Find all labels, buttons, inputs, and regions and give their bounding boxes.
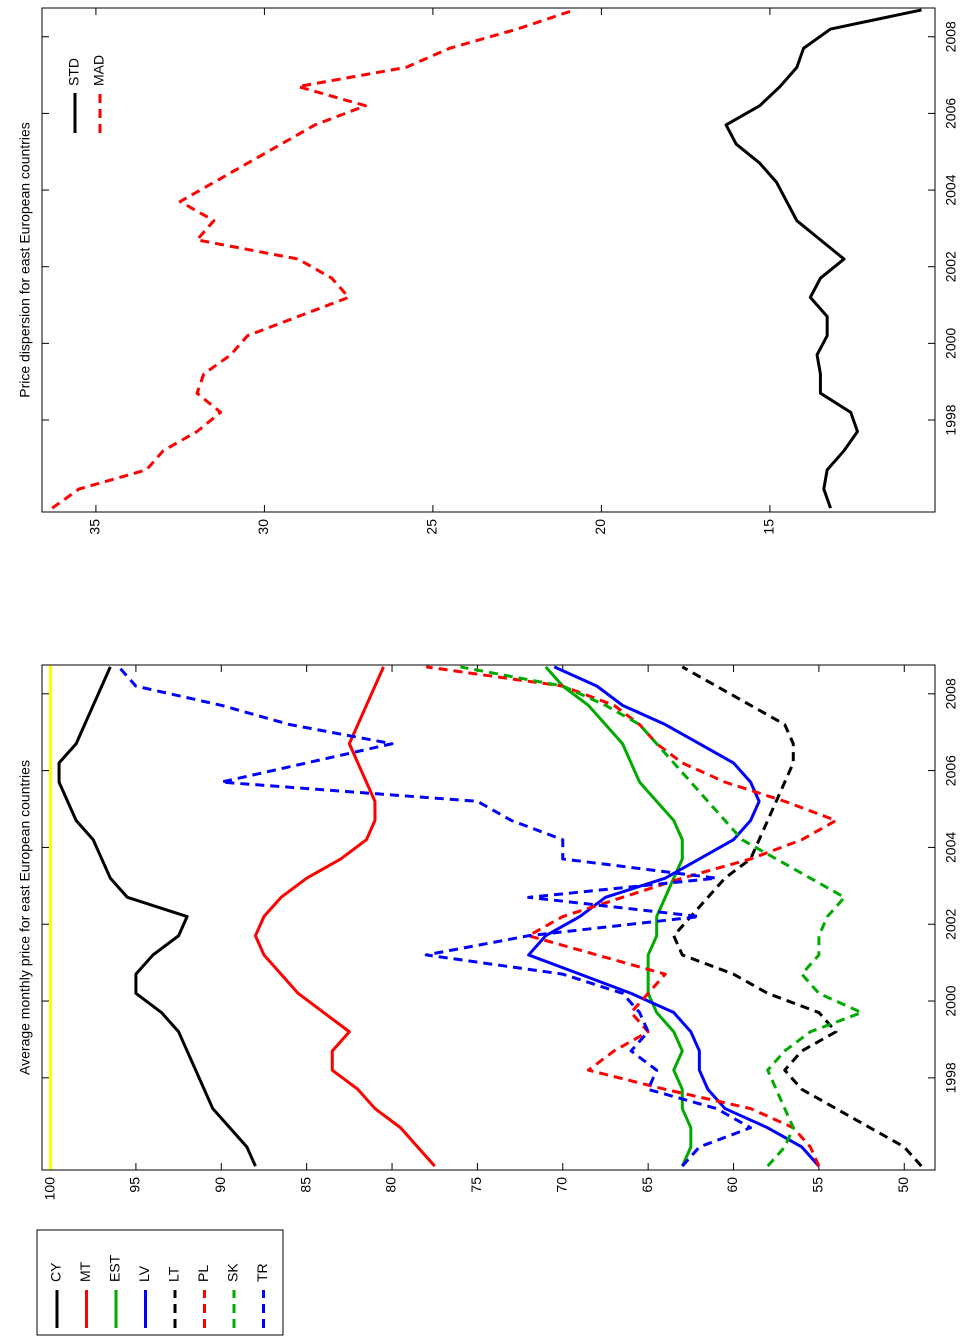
series-line — [527, 665, 821, 1168]
x-tick-label: 2002 — [943, 908, 959, 939]
series-line — [117, 665, 753, 1168]
plot-area — [42, 665, 935, 1170]
y-tick-label: 85 — [297, 1177, 313, 1193]
y-tick-label: 95 — [127, 1177, 143, 1193]
y-tick-label: 65 — [639, 1177, 655, 1193]
x-tick-label: 2000 — [943, 328, 959, 359]
y-tick-label: 80 — [383, 1177, 399, 1193]
y-tick-label: 30 — [255, 519, 271, 535]
chart-title: Average monthly price for east European … — [17, 760, 33, 1075]
series-line — [253, 666, 436, 1168]
series-line — [724, 8, 922, 509]
y-tick-label: 50 — [895, 1177, 911, 1193]
y-tick-label: 55 — [810, 1177, 826, 1193]
x-tick-label: 2006 — [943, 755, 959, 786]
legend-label: LV — [136, 1265, 152, 1282]
series-line — [425, 665, 838, 1167]
legend-label: EST — [107, 1254, 123, 1282]
legend: STD MAD — [66, 55, 107, 133]
legend-label: TR — [254, 1263, 270, 1282]
legend-label: MAD — [91, 55, 107, 86]
legend-label: PL — [195, 1265, 211, 1282]
plot-frame — [41, 7, 936, 513]
x-tick-label: 2008 — [943, 678, 959, 709]
x-tick-label: 2002 — [943, 251, 959, 282]
legend-label: MT — [77, 1261, 93, 1282]
legend-label: SK — [225, 1263, 241, 1282]
y-tick-label: 75 — [468, 1177, 484, 1193]
plot-frame — [41, 664, 936, 1171]
y-tick-label: 15 — [761, 519, 777, 535]
x-tick-label: 2008 — [943, 21, 959, 52]
legend: CY MT EST LV LT PL SK TR — [36, 1229, 284, 1336]
x-tick-label: 2004 — [943, 174, 959, 205]
legend-label: CY — [48, 1262, 64, 1282]
x-tick-label: 1998 — [943, 404, 959, 435]
x-tick-label: 2000 — [943, 985, 959, 1016]
y-tick-label: 70 — [553, 1177, 569, 1193]
legend-box — [36, 1229, 284, 1336]
series-line — [57, 666, 257, 1167]
y-tick-label: 35 — [87, 519, 103, 535]
y-tick-label: 25 — [424, 519, 440, 535]
x-tick-label: 1998 — [943, 1062, 959, 1093]
legend-label: STD — [66, 58, 82, 86]
chart-title: Price dispersion for east European count… — [17, 122, 33, 397]
plot-area — [42, 8, 935, 512]
legend-label: LT — [166, 1266, 182, 1282]
series-line — [51, 8, 575, 510]
y-tick-label: 20 — [592, 519, 608, 535]
series-line — [544, 665, 693, 1167]
y-tick-label: 90 — [212, 1177, 228, 1193]
x-tick-label: 2006 — [943, 98, 959, 129]
x-tick-label: 2004 — [943, 832, 959, 863]
y-tick-label: 100 — [41, 1177, 57, 1201]
chart: Price dispersion for east European count… — [17, 7, 959, 535]
series-line — [460, 665, 864, 1168]
chart: Average monthly price for east European … — [17, 664, 959, 1336]
y-tick-label: 60 — [724, 1177, 740, 1193]
